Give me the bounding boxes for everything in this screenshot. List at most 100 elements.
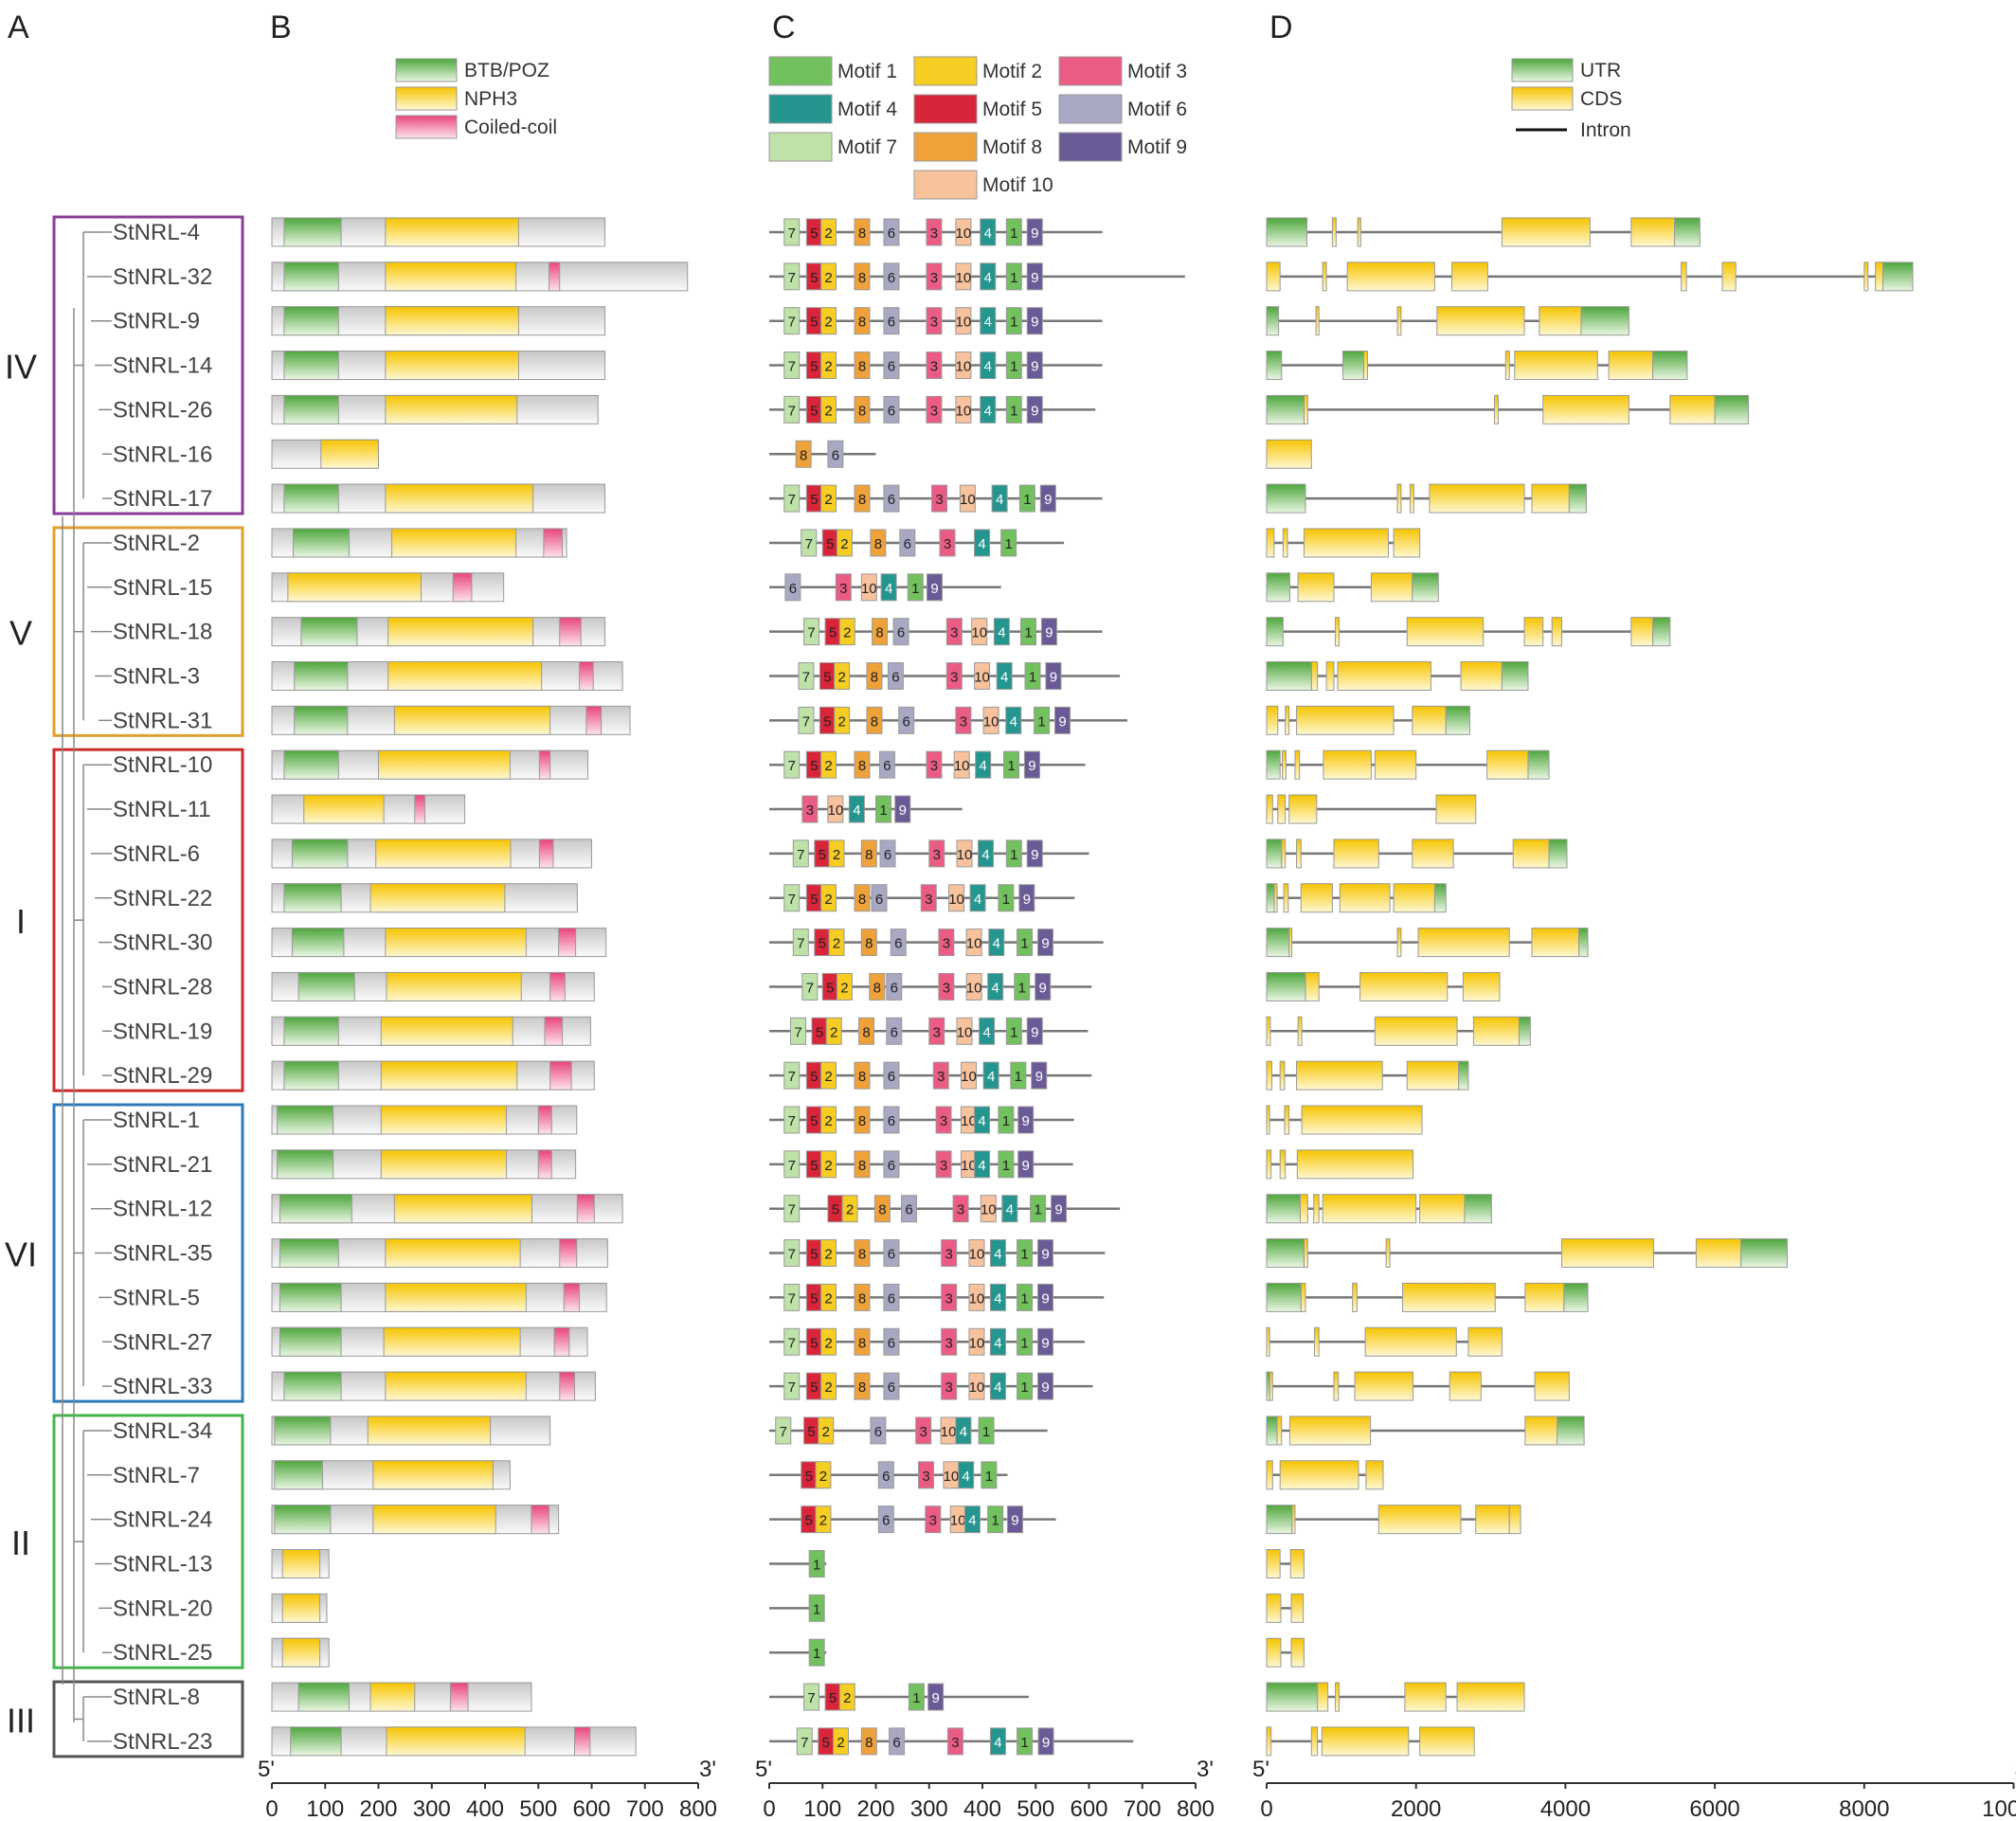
cds-block: [1357, 217, 1361, 247]
motif-box-1: [1030, 1195, 1047, 1223]
motif-box-8: [854, 1150, 871, 1179]
cds-block: [1335, 1682, 1340, 1712]
motif-box-6: [883, 1150, 900, 1179]
motif-box-8: [858, 1017, 874, 1045]
cds-block: [1467, 1326, 1503, 1357]
motif-number-4: 4: [853, 802, 860, 819]
btb-domain: [283, 1371, 342, 1401]
motif-box-3: [941, 1239, 958, 1268]
motif-box-9: [1026, 839, 1043, 868]
btb-domain: [277, 1149, 334, 1180]
axis-tick-label-axis_c: 500: [1017, 1796, 1054, 1821]
motif-number-10: 10: [956, 403, 972, 419]
motif-box-1: [1020, 618, 1036, 646]
motif-box-2: [838, 618, 855, 646]
motif-number-2: 2: [824, 1247, 832, 1263]
nph3-domain: [385, 928, 527, 958]
cds-block: [1300, 883, 1333, 913]
motif-number-3: 3: [945, 1379, 953, 1396]
motif-number-6: 6: [884, 847, 891, 863]
cds-block: [1315, 306, 1320, 336]
axis-tick-label-axis_c: 700: [1124, 1796, 1161, 1821]
motif-box-9: [1031, 1061, 1048, 1090]
motif-number-4: 4: [998, 625, 1005, 641]
cds-block: [1266, 261, 1281, 292]
motif-number-4: 4: [885, 581, 892, 597]
motif-number-10: 10: [983, 713, 999, 730]
motif-box-9: [1026, 218, 1043, 246]
motif-number-8: 8: [858, 1158, 866, 1174]
btb-domain: [277, 1105, 334, 1135]
group-box-iii: [52, 1680, 244, 1758]
motif-number-5: 5: [810, 1113, 818, 1129]
motif-number-1: 1: [1010, 225, 1017, 242]
utr-block: [1464, 1194, 1492, 1224]
motif-number-2: 2: [824, 492, 832, 508]
motif-number-10: 10: [960, 492, 976, 508]
motif-number-9: 9: [899, 802, 907, 819]
motif-box-1: [1017, 1283, 1034, 1311]
motif-box-10: [971, 618, 988, 646]
motif-box-10: [965, 929, 982, 957]
motif-box-6: [883, 1372, 900, 1400]
motif-box-2: [820, 750, 837, 779]
motif-box-4: [993, 618, 1010, 646]
legend-motif-swatch: [913, 94, 978, 124]
axis-tick-label-axis_d: 8000: [1839, 1796, 1889, 1821]
axis-tick-label-axis_d: 2000: [1391, 1796, 1441, 1821]
group-box-v: [52, 526, 244, 737]
motif-number-9: 9: [1031, 847, 1038, 863]
motif-number-5: 5: [810, 1290, 818, 1307]
motif-box-4: [980, 218, 997, 246]
legend-motif-label: Motif 5: [982, 99, 1042, 120]
legend-label-intron: Intron: [1580, 119, 1631, 141]
motif-box-4: [987, 972, 1004, 1001]
motif-box-8: [860, 929, 877, 957]
gene-label: StNRL-1: [113, 1108, 200, 1133]
nph3-domain: [380, 1149, 507, 1180]
cds-block: [1514, 351, 1598, 381]
motif-number-8: 8: [858, 359, 866, 375]
motif-number-6: 6: [894, 936, 902, 952]
motif-box-6: [827, 440, 844, 468]
gene-label: StNRL-14: [113, 353, 212, 379]
motif-number-6: 6: [888, 403, 895, 419]
legend-label-cds: CDS: [1580, 88, 1622, 110]
cds-block: [1608, 351, 1654, 381]
utr-block: [1266, 971, 1306, 1001]
cds-block: [1435, 794, 1477, 824]
motif-box-4: [848, 795, 865, 823]
axis-tick-label-axis_b: 600: [572, 1796, 610, 1821]
motif-box-8: [860, 1727, 877, 1756]
motif-box-3: [835, 573, 852, 602]
gene-label: StNRL-3: [113, 664, 200, 690]
axis-tick-label-axis_c: 0: [763, 1796, 775, 1821]
cds-block: [1370, 572, 1413, 603]
gene-label: StNRL-12: [113, 1197, 212, 1222]
cds-block: [1449, 1371, 1482, 1401]
utr-block: [1266, 217, 1308, 247]
motif-number-10: 10: [956, 225, 972, 242]
cds-block: [1297, 572, 1335, 603]
motif-number-8: 8: [858, 1247, 866, 1263]
cds-block: [1721, 261, 1737, 292]
cds-block: [1359, 971, 1449, 1001]
coiled-coil-domain: [414, 794, 425, 824]
coiled-coil-domain: [549, 1060, 572, 1091]
motif-box-8: [854, 218, 871, 246]
motif-number-4: 4: [1006, 1202, 1014, 1218]
cds-block: [1875, 261, 1884, 292]
motif-number-9: 9: [1031, 403, 1038, 419]
motif-box-3: [915, 1416, 932, 1445]
motif-box-6: [883, 1106, 900, 1134]
cds-block: [1266, 1149, 1272, 1180]
nph3-domain: [385, 306, 519, 336]
motif-box-4: [980, 307, 997, 335]
motif-box-8: [854, 307, 871, 335]
coiled-coil-domain: [585, 705, 603, 735]
btb-domain: [291, 838, 349, 869]
motif-number-1: 1: [1020, 1735, 1028, 1751]
motif-number-8: 8: [858, 315, 866, 331]
motif-number-7: 7: [780, 1424, 787, 1440]
